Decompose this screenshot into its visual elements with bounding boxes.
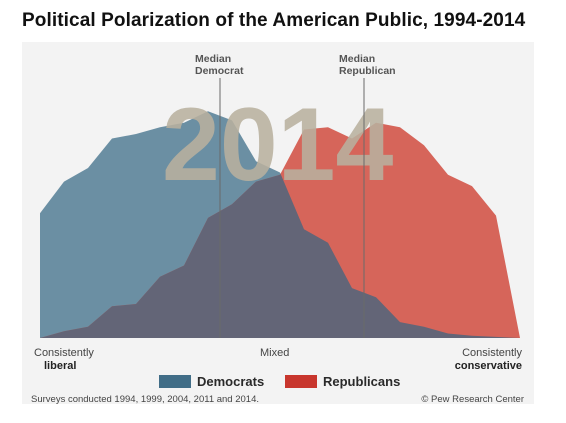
median-label-line1: Median [339, 53, 375, 65]
axis-right-line1: Consistently [462, 347, 522, 359]
median-label-line1: Median [195, 53, 231, 65]
footer: Surveys conducted 1994, 1999, 2004, 2011… [31, 394, 524, 404]
chart-panel: 2014 Median Democrat Median Republican Cons… [22, 42, 534, 404]
chart-title: Political Polarization of the American P… [22, 10, 526, 31]
median-label-line2: Republican [339, 65, 396, 77]
axis-center-label: Mixed [260, 347, 289, 359]
legend-label-republicans: Republicans [323, 374, 400, 389]
area-layer [40, 111, 520, 338]
source-note: Surveys conducted 1994, 1999, 2004, 2011… [31, 394, 259, 404]
legend-label-democrats: Democrats [197, 374, 264, 389]
axis-right-line2: conservative [455, 360, 522, 372]
legend-swatch-democrats [159, 375, 191, 388]
credit: © Pew Research Center [421, 394, 524, 404]
axis-left-line1: Consistently [34, 347, 94, 359]
axis-left-line2: liberal [44, 360, 76, 372]
year-label: 2014 [162, 87, 394, 203]
median-label-line2: Democrat [195, 65, 244, 77]
legend: Democrats Republicans [159, 374, 400, 389]
x-axis-labels: Consistently liberal Mixed Consistently … [34, 347, 522, 372]
legend-swatch-republicans [285, 375, 317, 388]
